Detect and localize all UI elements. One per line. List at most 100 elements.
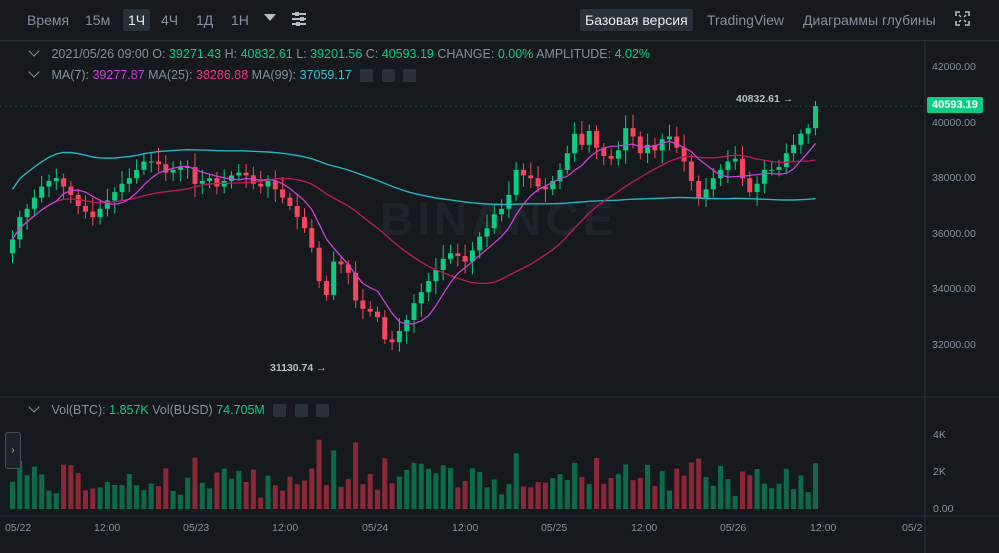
close-icon[interactable] <box>403 69 417 83</box>
interval-1h[interactable]: 1Ч <box>123 9 151 31</box>
volume-bar <box>637 477 643 509</box>
fullscreen-icon[interactable] <box>955 11 970 26</box>
candle-body <box>703 189 709 198</box>
volume-tick-label: 4K <box>933 429 946 441</box>
candle-body <box>83 206 88 212</box>
candle-body <box>345 264 351 273</box>
time-tick-label: 12:00 <box>272 522 299 534</box>
indicator-settings-icon[interactable] <box>294 404 308 418</box>
volume-bar <box>68 465 74 509</box>
volume-bar <box>236 470 242 509</box>
volume-legend: Vol(BTC): 1.857K Vol(BUSD) 74.705M <box>28 401 330 418</box>
volume-bar <box>550 478 556 509</box>
volume-bar <box>411 462 417 509</box>
volume-bar <box>75 473 81 509</box>
volume-bar <box>718 466 724 509</box>
arrow-right-icon: → <box>316 362 327 374</box>
candle-body <box>61 178 67 187</box>
candle-body <box>31 197 37 209</box>
volume-bar <box>243 481 249 509</box>
candle-body <box>236 172 242 176</box>
volume-bar <box>557 474 563 509</box>
ma25-value: 38286.88 <box>196 68 249 82</box>
candle-body <box>528 175 534 179</box>
candle-body <box>484 228 490 237</box>
volume-bar <box>148 483 154 509</box>
time-tick-label: 05/24 <box>362 522 389 534</box>
candle-body <box>667 136 672 140</box>
interval-4h[interactable]: 4Ч <box>161 12 179 28</box>
volume-bar <box>97 487 103 509</box>
volume-bar <box>272 485 278 509</box>
view-tradingview-button[interactable]: TradingView <box>707 12 785 28</box>
time-tick-label: 12:00 <box>94 522 121 534</box>
indicator-settings-icon[interactable] <box>381 69 395 83</box>
visibility-eye-icon[interactable] <box>273 404 287 418</box>
visibility-eye-icon[interactable] <box>360 69 374 83</box>
volume-bar <box>258 497 264 509</box>
side-panel-toggle[interactable]: › <box>5 432 21 469</box>
volume-bar <box>199 482 205 509</box>
volume-bar <box>24 475 30 509</box>
change-label: CHANGE: <box>437 47 495 61</box>
candle-body <box>718 169 724 179</box>
candle-body <box>97 208 103 218</box>
volume-bar <box>214 472 220 509</box>
candle-body <box>448 253 453 259</box>
high-value: 40832.61 <box>240 47 293 61</box>
volume-bar <box>805 492 811 509</box>
volume-bar <box>39 474 45 509</box>
volume-bar <box>674 468 680 509</box>
candle-body <box>623 128 629 151</box>
volume-bar <box>294 484 300 509</box>
candle-body <box>302 217 307 229</box>
ma7-value: 39277.87 <box>92 68 145 82</box>
volume-bar <box>375 489 380 509</box>
more-intervals-chevron-down-icon[interactable] <box>264 14 276 21</box>
candle-body <box>24 208 30 218</box>
volume-tick-label: 2K <box>933 466 946 478</box>
candle-body <box>506 194 512 209</box>
candle-body <box>418 292 424 304</box>
candle-body <box>469 250 475 262</box>
candle-body <box>791 144 797 154</box>
time-label[interactable]: Время <box>27 12 70 28</box>
candle-body <box>156 161 161 165</box>
volume-bar <box>331 450 337 509</box>
volume-bar <box>134 485 140 509</box>
view-depth-chart-button[interactable]: Диаграммы глубины <box>803 12 936 28</box>
ohlc-legend: 2021/05/26 09:00 O: 39271.43 H: 40832.61… <box>28 45 651 61</box>
close-icon[interactable] <box>316 404 330 418</box>
volume-bar <box>119 485 125 509</box>
volume-bar <box>302 480 307 509</box>
view-basic-button[interactable]: Базовая версия <box>580 9 693 31</box>
candle-body <box>513 169 519 195</box>
volume-bar <box>192 457 198 509</box>
candle-body <box>521 169 526 176</box>
candle-body <box>805 128 811 134</box>
volume-bar <box>506 483 512 509</box>
price-tick-label: 42000.00 <box>932 61 976 73</box>
interval-1d[interactable]: 1Д <box>196 12 214 28</box>
ma99-line <box>11 148 816 206</box>
volume-bar <box>404 469 410 509</box>
volume-bar <box>345 479 351 509</box>
candle-body <box>550 180 556 190</box>
volume-bar <box>791 489 797 509</box>
volume-bar <box>338 486 344 509</box>
arrow-right-icon: → <box>782 93 794 105</box>
amplitude-value: 4.02% <box>614 47 651 61</box>
candle-body <box>681 147 687 162</box>
candle-body <box>645 144 651 154</box>
close-value: 40593.19 <box>381 47 434 61</box>
candle-body <box>353 272 359 301</box>
volume-bar <box>688 462 694 509</box>
candle-body <box>316 247 322 282</box>
ma99-label: MA(99): <box>251 68 297 82</box>
open-label: O: <box>152 47 166 61</box>
interval-15m[interactable]: 15м <box>85 12 111 28</box>
indicator-settings-icon[interactable] <box>292 12 306 26</box>
volume-bar <box>491 479 497 509</box>
interval-1w[interactable]: 1Н <box>231 12 249 28</box>
